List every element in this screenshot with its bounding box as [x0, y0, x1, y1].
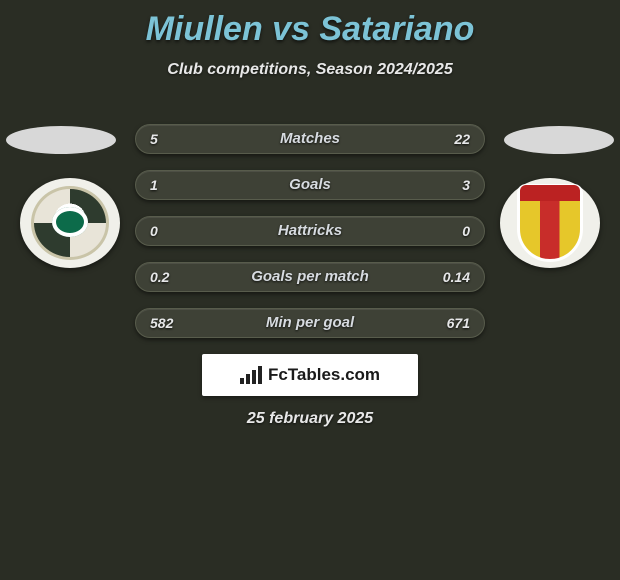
player-marker-right	[504, 126, 614, 154]
stat-row-goals-per-match: 0.2 Goals per match 0.14	[135, 262, 485, 292]
stat-row-matches: 5 Matches 22	[135, 124, 485, 154]
stat-right-value: 671	[447, 309, 470, 337]
hibernians-crest-icon	[31, 186, 109, 260]
team-crest-left	[20, 178, 120, 268]
player-marker-left	[6, 126, 116, 154]
stat-row-hattricks: 0 Hattricks 0	[135, 216, 485, 246]
stat-label: Goals	[136, 171, 484, 199]
stat-right-value: 0.14	[443, 263, 470, 291]
stat-right-value: 0	[462, 217, 470, 245]
stat-right-value: 22	[454, 125, 470, 153]
stat-label: Min per goal	[136, 309, 484, 337]
stats-panel: 5 Matches 22 1 Goals 3 0 Hattricks 0 0.2…	[135, 124, 485, 354]
date-label: 25 february 2025	[0, 410, 620, 428]
watermark-text: FcTables.com	[268, 365, 380, 385]
barchart-icon	[240, 366, 262, 384]
stat-label: Matches	[136, 125, 484, 153]
stat-row-goals: 1 Goals 3	[135, 170, 485, 200]
watermark-link[interactable]: FcTables.com	[202, 354, 418, 396]
team-crest-right	[500, 178, 600, 268]
stat-label: Hattricks	[136, 217, 484, 245]
subtitle: Club competitions, Season 2024/2025	[0, 61, 620, 79]
page-title: Miullen vs Satariano	[0, 0, 620, 49]
birkirkara-crest-icon	[517, 184, 583, 262]
stat-row-min-per-goal: 582 Min per goal 671	[135, 308, 485, 338]
stat-label: Goals per match	[136, 263, 484, 291]
stat-right-value: 3	[462, 171, 470, 199]
